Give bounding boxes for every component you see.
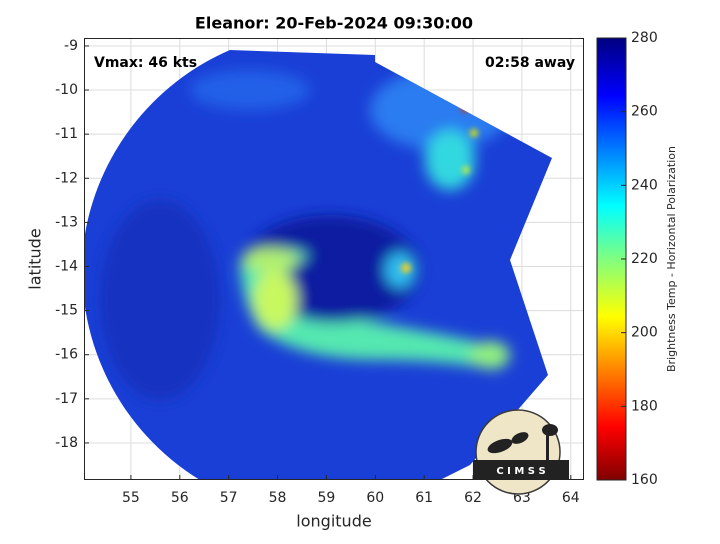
y-tick-label: -14 <box>55 258 78 274</box>
y-tick-label: -12 <box>55 170 78 186</box>
y-tick-label: -9 <box>64 38 78 54</box>
x-tick-label: 64 <box>562 490 580 506</box>
logo: C I M S S <box>473 409 569 495</box>
colorbar-label: Brightness Temp - Horizontal Polarizatio… <box>665 146 678 372</box>
logo-text: C I M S S <box>496 466 545 477</box>
x-tick-label: 58 <box>269 490 287 506</box>
x-tick-label: 62 <box>464 490 482 506</box>
colorbar-tick-label: 220 <box>631 251 658 267</box>
annotation: Vmax: 46 kts <box>94 55 197 71</box>
colorbar-tick-label: 240 <box>631 177 658 193</box>
colorbar-tick-label: 280 <box>631 30 658 46</box>
x-tick-label: 59 <box>318 490 336 506</box>
colorbar-tick-label: 200 <box>631 325 658 341</box>
x-tick-label: 61 <box>415 490 433 506</box>
x-tick-label: 55 <box>122 490 140 506</box>
chart-title: Eleanor: 20-Feb-2024 09:30:00 <box>195 14 473 33</box>
x-tick-label: 56 <box>171 490 189 506</box>
y-axis-label: latitude <box>26 228 45 289</box>
y-tick-label: -17 <box>55 391 78 407</box>
swath-image <box>84 50 552 480</box>
x-tick-label: 57 <box>220 490 238 506</box>
y-tick-label: -11 <box>55 126 78 142</box>
y-tick-label: -15 <box>55 303 78 319</box>
y-tick-label: -10 <box>55 82 78 98</box>
colorbar-tick-label: 260 <box>631 104 658 120</box>
axes-box <box>84 38 584 480</box>
y-tick-label: -16 <box>55 347 78 363</box>
y-tick-label: -18 <box>55 435 78 451</box>
y-tick-label: -13 <box>55 214 78 230</box>
colorbar-tick-label: 160 <box>631 472 658 488</box>
colorbar-tick-label: 180 <box>631 398 658 414</box>
annotation: 02:58 away <box>485 55 575 71</box>
x-tick-label: 60 <box>366 490 384 506</box>
x-axis-label: longitude <box>296 512 371 531</box>
ticks: 55 56 57 58 59 60 61 62 63 64-9-10-11-12-13-14-15… <box>55 38 580 506</box>
